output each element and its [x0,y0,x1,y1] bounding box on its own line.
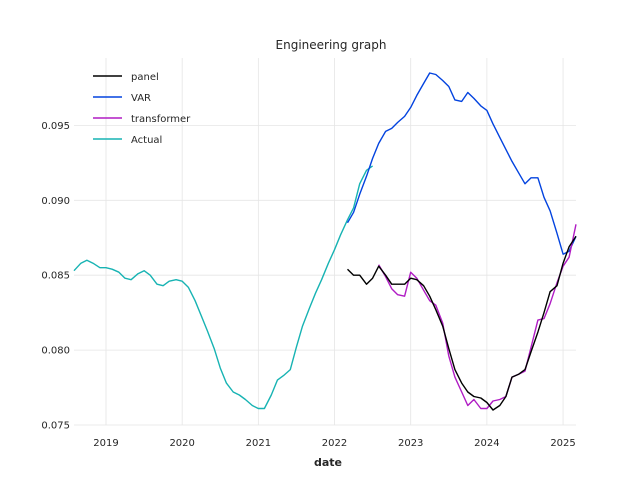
chart-title: Engineering graph [276,38,387,52]
legend-label-actual: Actual [131,135,162,146]
series-line-actual [73,165,374,410]
x-axis-label: date [314,456,342,469]
y-tick-label: 0.075 [41,421,70,432]
grid-lines [74,58,576,426]
y-tick-label: 0.080 [41,346,70,357]
x-tick-label: 2025 [550,438,575,449]
x-tick-label: 2022 [322,438,347,449]
x-axis-ticks: 2019 2020 2021 2022 2023 2024 2025 [93,438,576,449]
legend-label-panel: panel [131,72,159,83]
x-tick-label: 2019 [93,438,118,449]
x-tick-label: 2021 [246,438,271,449]
x-tick-label: 2020 [169,438,194,449]
y-tick-label: 0.095 [41,121,70,132]
legend-label-transformer: transformer [131,114,191,125]
y-axis-ticks: 0.075 0.080 0.085 0.090 0.095 [41,121,70,432]
y-tick-label: 0.090 [41,196,70,207]
series-line-var [346,72,577,255]
legend: panel VAR transformer Actual [93,72,191,146]
series-line-transformer [378,224,577,410]
x-tick-label: 2023 [398,438,423,449]
legend-label-var: VAR [131,93,151,104]
x-tick-label: 2024 [474,438,499,449]
series-line-panel [347,235,577,411]
series-layer [73,72,577,411]
y-tick-label: 0.085 [41,271,70,282]
